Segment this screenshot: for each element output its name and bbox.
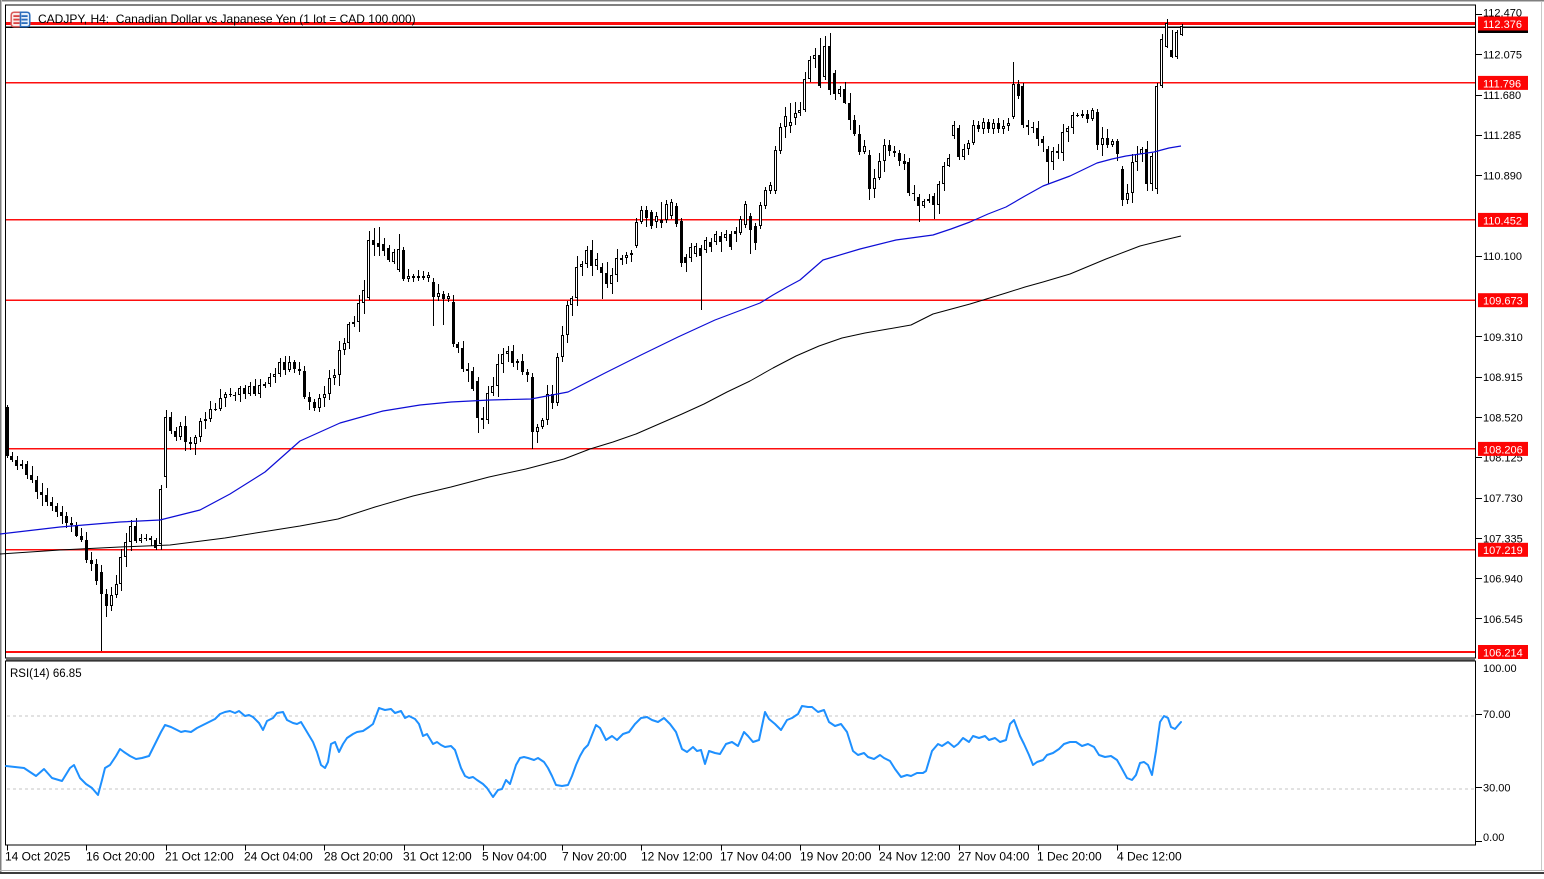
svg-text:24 Nov 12:00: 24 Nov 12:00 — [879, 849, 951, 863]
svg-text:21 Oct 12:00: 21 Oct 12:00 — [165, 849, 234, 863]
svg-text:108.520: 108.520 — [1483, 412, 1523, 424]
svg-text:112.376: 112.376 — [1483, 19, 1522, 31]
svg-text:110.100: 110.100 — [1483, 251, 1522, 263]
svg-text:31 Oct 12:00: 31 Oct 12:00 — [403, 849, 472, 863]
svg-text:28 Oct 20:00: 28 Oct 20:00 — [324, 849, 393, 863]
svg-text:19 Nov 20:00: 19 Nov 20:00 — [800, 849, 872, 863]
svg-text:111.285: 111.285 — [1483, 130, 1521, 142]
svg-text:109.310: 109.310 — [1483, 332, 1523, 344]
svg-text:4 Dec 12:00: 4 Dec 12:00 — [1117, 849, 1182, 863]
svg-text:30.00: 30.00 — [1483, 783, 1511, 795]
svg-text:107.335: 107.335 — [1483, 533, 1523, 545]
svg-text:109.673: 109.673 — [1483, 296, 1523, 308]
svg-text:1 Dec 20:00: 1 Dec 20:00 — [1037, 849, 1102, 863]
svg-text:112.075: 112.075 — [1483, 50, 1522, 62]
svg-text:0.00: 0.00 — [1483, 832, 1504, 844]
svg-text:5 Nov 04:00: 5 Nov 04:00 — [482, 849, 547, 863]
svg-text:106.214: 106.214 — [1483, 647, 1523, 659]
svg-text:106.545: 106.545 — [1483, 614, 1523, 626]
svg-text:107.730: 107.730 — [1483, 493, 1523, 505]
svg-text:110.890: 110.890 — [1483, 171, 1522, 183]
svg-text:107.219: 107.219 — [1483, 545, 1523, 557]
svg-text:111.796: 111.796 — [1483, 78, 1521, 90]
svg-text:RSI(14) 66.85: RSI(14) 66.85 — [10, 668, 82, 680]
svg-text:108.915: 108.915 — [1483, 372, 1523, 384]
svg-text:27 Nov 04:00: 27 Nov 04:00 — [958, 849, 1030, 863]
svg-text:16 Oct 20:00: 16 Oct 20:00 — [86, 849, 155, 863]
svg-text:111.680: 111.680 — [1483, 90, 1521, 102]
svg-text:24 Oct 04:00: 24 Oct 04:00 — [244, 849, 313, 863]
svg-text:110.452: 110.452 — [1483, 215, 1522, 227]
svg-text:106.940: 106.940 — [1483, 574, 1523, 586]
svg-text:14 Oct 2025: 14 Oct 2025 — [5, 849, 71, 863]
svg-text:100.00: 100.00 — [1483, 663, 1517, 675]
svg-text:70.00: 70.00 — [1483, 709, 1511, 721]
svg-text:7 Nov 20:00: 7 Nov 20:00 — [562, 849, 627, 863]
svg-text:12 Nov 12:00: 12 Nov 12:00 — [641, 849, 713, 863]
svg-text:108.206: 108.206 — [1483, 444, 1523, 456]
svg-text:CADJPY, H4: Canadian Dollar v: CADJPY, H4: Canadian Dollar vs Japanese … — [38, 12, 416, 26]
svg-text:17 Nov 04:00: 17 Nov 04:00 — [720, 849, 792, 863]
